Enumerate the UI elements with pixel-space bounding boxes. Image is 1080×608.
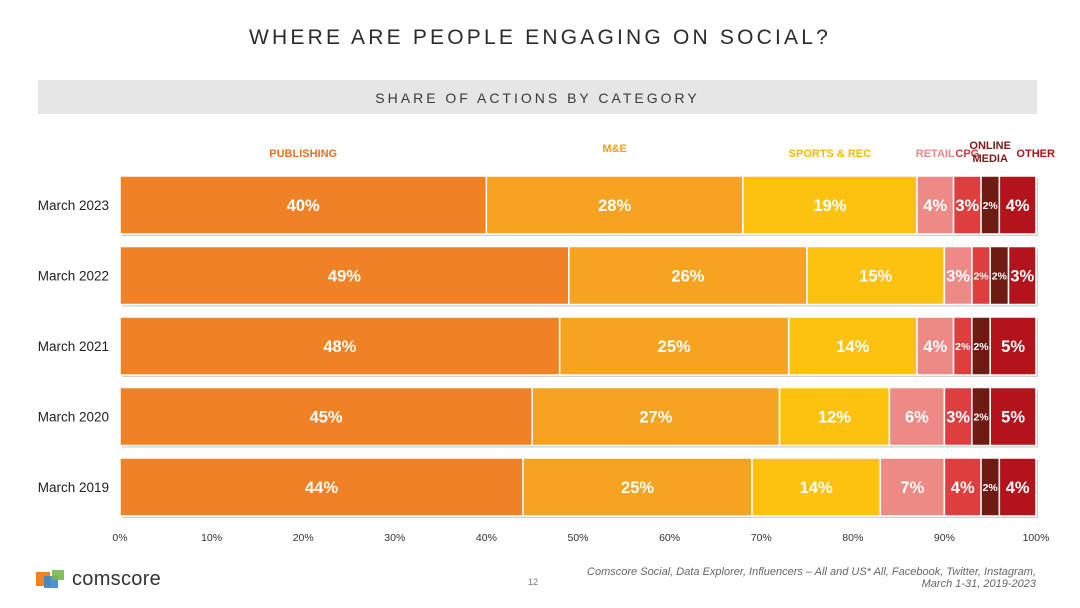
legend-label-m-e: M&E bbox=[602, 143, 626, 155]
data-label-publishing-march-2020: 45% bbox=[310, 409, 343, 427]
bar-segment-other-march-2023 bbox=[998, 175, 1037, 235]
data-label-cpg-march-2019: 4% bbox=[951, 479, 975, 497]
data-label-online-media-march-2022: 2% bbox=[992, 271, 1008, 283]
bar-segment-m-e-march-2019 bbox=[522, 457, 753, 517]
bar-segment-other-march-2020 bbox=[989, 386, 1037, 447]
stacked-bar-chart: March 2023 40% 28% 19% 4% 3% 2% 4%March 2022 49%… bbox=[38, 140, 1055, 544]
bar-segment-other-march-2022 bbox=[1007, 245, 1037, 306]
x-tick-label-100: 100% bbox=[1023, 532, 1050, 544]
data-label-retail-march-2021: 4% bbox=[923, 338, 947, 356]
data-label-retail-march-2022: 3% bbox=[946, 268, 970, 286]
bar-segment-retail-march-2019 bbox=[879, 457, 946, 517]
bar-segment-publishing-march-2019 bbox=[119, 457, 524, 517]
data-label-other-march-2022: 3% bbox=[1010, 268, 1034, 286]
data-label-cpg-march-2021: 2% bbox=[955, 341, 971, 353]
data-label-m-e-march-2020: 27% bbox=[639, 409, 672, 427]
legend-label-cpg: CPG bbox=[955, 148, 979, 160]
category-label-march-2021: March 2021 bbox=[38, 339, 109, 354]
x-tick-label-40: 40% bbox=[476, 532, 497, 544]
source-line-2: March 1-31, 2019-2023 bbox=[921, 578, 1036, 590]
bar-segment-m-e-march-2020 bbox=[531, 386, 781, 447]
data-label-retail-march-2020: 6% bbox=[905, 409, 929, 427]
bar-segment-other-march-2021 bbox=[989, 316, 1037, 376]
source-line-1: Comscore Social, Data Explorer, Influenc… bbox=[587, 566, 1036, 578]
x-tick-label-70: 70% bbox=[751, 532, 772, 544]
x-tick-label-30: 30% bbox=[384, 532, 405, 544]
bar-segment-m-e-march-2021 bbox=[558, 316, 790, 376]
bar-segment-sports-rec-march-2022 bbox=[806, 245, 946, 306]
data-label-cpg-march-2023: 3% bbox=[955, 197, 979, 215]
data-label-cpg-march-2022: 2% bbox=[973, 271, 989, 283]
data-label-other-march-2019: 4% bbox=[1006, 479, 1030, 497]
bar-segment-sports-rec-march-2020 bbox=[778, 386, 891, 447]
legend-label-other: OTHER bbox=[1016, 148, 1055, 160]
legend-label-retail: RETAIL bbox=[916, 148, 955, 160]
data-label-sports-rec-march-2021: 14% bbox=[836, 338, 869, 356]
data-label-cpg-march-2020: 3% bbox=[946, 409, 970, 427]
comscore-logo: comscore bbox=[36, 566, 186, 596]
bar-segment-m-e-march-2023 bbox=[485, 175, 744, 235]
data-label-publishing-march-2019: 44% bbox=[305, 479, 338, 497]
bar-segment-other-march-2019 bbox=[998, 457, 1037, 517]
x-tick-label-50: 50% bbox=[567, 532, 588, 544]
page-number: 12 bbox=[528, 577, 539, 587]
data-label-online-media-march-2019: 2% bbox=[983, 482, 999, 494]
data-label-online-media-march-2020: 2% bbox=[973, 412, 989, 424]
x-tick-label-90: 90% bbox=[934, 532, 955, 544]
x-tick-label-10: 10% bbox=[201, 532, 222, 544]
bar-segment-retail-march-2021 bbox=[916, 316, 955, 376]
data-label-m-e-march-2022: 26% bbox=[671, 268, 704, 286]
legend-label-publishing: PUBLISHING bbox=[269, 148, 337, 160]
bar-segment-publishing-march-2021 bbox=[119, 316, 561, 376]
data-label-online-media-march-2021: 2% bbox=[973, 341, 989, 353]
x-tick-label-80: 80% bbox=[842, 532, 863, 544]
data-label-other-march-2021: 5% bbox=[1001, 338, 1025, 356]
subtitle-bar: SHARE OF ACTIONS BY CATEGORY bbox=[38, 80, 1037, 114]
data-label-m-e-march-2019: 25% bbox=[621, 479, 654, 497]
x-tick-label-60: 60% bbox=[659, 532, 680, 544]
category-label-march-2020: March 2020 bbox=[38, 410, 109, 425]
legend-label-online-media-line1: ONLINE bbox=[969, 140, 1011, 152]
legend-label-online-media-line2: MEDIA bbox=[972, 153, 1008, 165]
comscore-mark-icon bbox=[36, 570, 64, 588]
bar-segment-retail-march-2023 bbox=[916, 175, 955, 235]
category-label-march-2019: March 2019 bbox=[38, 480, 109, 495]
data-label-online-media-march-2023: 2% bbox=[983, 200, 999, 212]
page-title: WHERE ARE PEOPLE ENGAGING ON SOCIAL? bbox=[249, 26, 831, 49]
data-label-retail-march-2023: 4% bbox=[923, 197, 947, 215]
data-label-m-e-march-2021: 25% bbox=[658, 338, 691, 356]
data-label-sports-rec-march-2020: 12% bbox=[818, 409, 851, 427]
chart-subtitle: SHARE OF ACTIONS BY CATEGORY bbox=[375, 90, 700, 106]
bar-segment-publishing-march-2023 bbox=[119, 175, 488, 235]
data-label-sports-rec-march-2023: 19% bbox=[813, 197, 846, 215]
bar-segment-sports-rec-march-2019 bbox=[751, 457, 882, 517]
category-label-march-2022: March 2022 bbox=[38, 269, 109, 284]
x-tick-label-20: 20% bbox=[293, 532, 314, 544]
bar-segment-retail-march-2022 bbox=[943, 245, 973, 306]
data-label-publishing-march-2023: 40% bbox=[287, 197, 320, 215]
source-note: Comscore Social, Data Explorer, Influenc… bbox=[556, 566, 1036, 590]
data-label-sports-rec-march-2022: 15% bbox=[859, 268, 892, 286]
data-label-other-march-2023: 4% bbox=[1006, 197, 1030, 215]
data-label-other-march-2020: 5% bbox=[1001, 409, 1025, 427]
x-tick-label-0: 0% bbox=[112, 532, 127, 544]
data-label-m-e-march-2023: 28% bbox=[598, 197, 631, 215]
category-label-march-2023: March 2023 bbox=[38, 198, 109, 213]
bar-segment-m-e-march-2022 bbox=[568, 245, 808, 306]
legend-label-sports-rec: SPORTS & REC bbox=[789, 148, 872, 160]
data-label-publishing-march-2022: 49% bbox=[328, 268, 361, 286]
bar-segment-cpg-march-2019 bbox=[943, 457, 982, 517]
data-label-sports-rec-march-2019: 14% bbox=[800, 479, 833, 497]
data-label-publishing-march-2021: 48% bbox=[323, 338, 356, 356]
logo-text: comscore bbox=[72, 568, 162, 590]
bar-segment-publishing-march-2020 bbox=[119, 386, 533, 447]
data-label-retail-march-2019: 7% bbox=[900, 479, 924, 497]
